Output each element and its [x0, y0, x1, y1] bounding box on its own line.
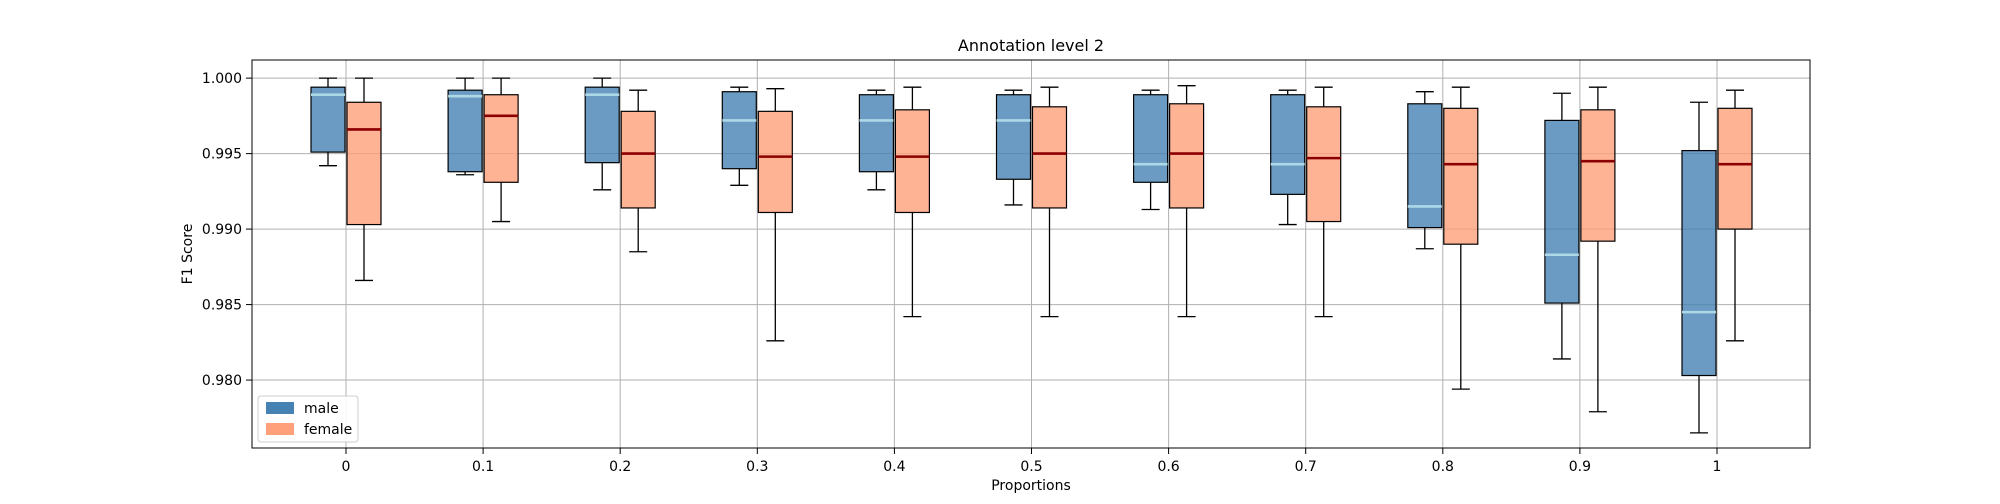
box-male-0.1 [447, 77, 483, 176]
box-body [1132, 94, 1169, 183]
x-tick-label: 0.4 [883, 459, 905, 475]
y-tick-label: 0.985 [202, 298, 242, 314]
box-body [1717, 107, 1753, 230]
box-male-0 [310, 77, 346, 167]
box-body [584, 86, 620, 164]
box-male-0.6 [1132, 89, 1169, 211]
box-female-0.2 [620, 89, 656, 253]
box-male-1 [1681, 101, 1717, 434]
box-male-0.2 [584, 77, 620, 191]
y-axis-title: F1 Score [180, 224, 196, 285]
box-male-0.9 [1544, 92, 1580, 360]
x-tick-label: 0.7 [1295, 459, 1317, 475]
x-tick-label: 0.8 [1432, 459, 1454, 475]
box-male-0.3 [721, 86, 757, 186]
x-tick-label: 0.1 [472, 459, 494, 475]
y-tick-label: 0.990 [202, 222, 242, 238]
box-layer [310, 77, 1753, 434]
box-female-1 [1717, 89, 1753, 342]
x-tick-label: 0.9 [1569, 459, 1591, 475]
y-tick-label: 1.000 [202, 71, 242, 87]
box-body [447, 89, 483, 173]
box-body [757, 110, 793, 214]
box-body [894, 109, 931, 214]
box-body [1168, 103, 1205, 209]
box-body [1270, 94, 1306, 195]
box-body [1681, 149, 1717, 377]
box-body [620, 110, 656, 209]
legend-label-male: male [304, 401, 339, 417]
box-male-0.4 [858, 89, 895, 191]
x-tick-label: 0.3 [746, 459, 768, 475]
box-female-0.1 [483, 77, 519, 223]
box-female-0.8 [1443, 86, 1479, 390]
legend-swatch-female [266, 423, 294, 435]
y-tick-label: 0.995 [202, 147, 242, 163]
box-female-0.9 [1580, 86, 1616, 413]
box-body [346, 101, 382, 226]
box-female-0.5 [1031, 86, 1068, 318]
box-body [1031, 106, 1068, 209]
chart-title: Annotation level 2 [958, 36, 1104, 55]
box-body [1580, 109, 1616, 242]
box-male-0.8 [1407, 91, 1443, 250]
x-axis-title: Proportions [991, 478, 1071, 494]
x-tick-label: 0.5 [1020, 459, 1042, 475]
box-body [483, 94, 519, 183]
box-female-0.7 [1306, 86, 1342, 318]
box-female-0.6 [1168, 85, 1205, 318]
box-female-0.3 [757, 88, 793, 342]
box-female-0 [346, 77, 382, 282]
x-tick-label: 0.2 [609, 459, 631, 475]
x-tick-label: 0.6 [1157, 459, 1179, 475]
box-male-0.7 [1270, 89, 1306, 226]
y-tick-label: 0.980 [202, 373, 242, 389]
x-tick-label: 1 [1713, 459, 1722, 475]
box-body [858, 94, 895, 173]
box-body [995, 94, 1032, 180]
legend: male female [257, 395, 359, 443]
axis-ticks: 0.980 0.985 0.990 0.995 1.000 0 0.1 0.2 0.3 0.4 0.… [202, 71, 1722, 475]
box-body [721, 91, 757, 170]
box-female-0.4 [894, 86, 931, 318]
box-body [1544, 119, 1580, 304]
box-male-0.5 [995, 89, 1032, 206]
box-body [310, 86, 346, 153]
legend-label-female: female [304, 422, 352, 438]
box-body [1443, 107, 1479, 245]
box-body [1306, 106, 1342, 223]
legend-swatch-male [266, 402, 294, 414]
box-body [1407, 103, 1443, 229]
x-tick-label: 0 [342, 459, 351, 475]
